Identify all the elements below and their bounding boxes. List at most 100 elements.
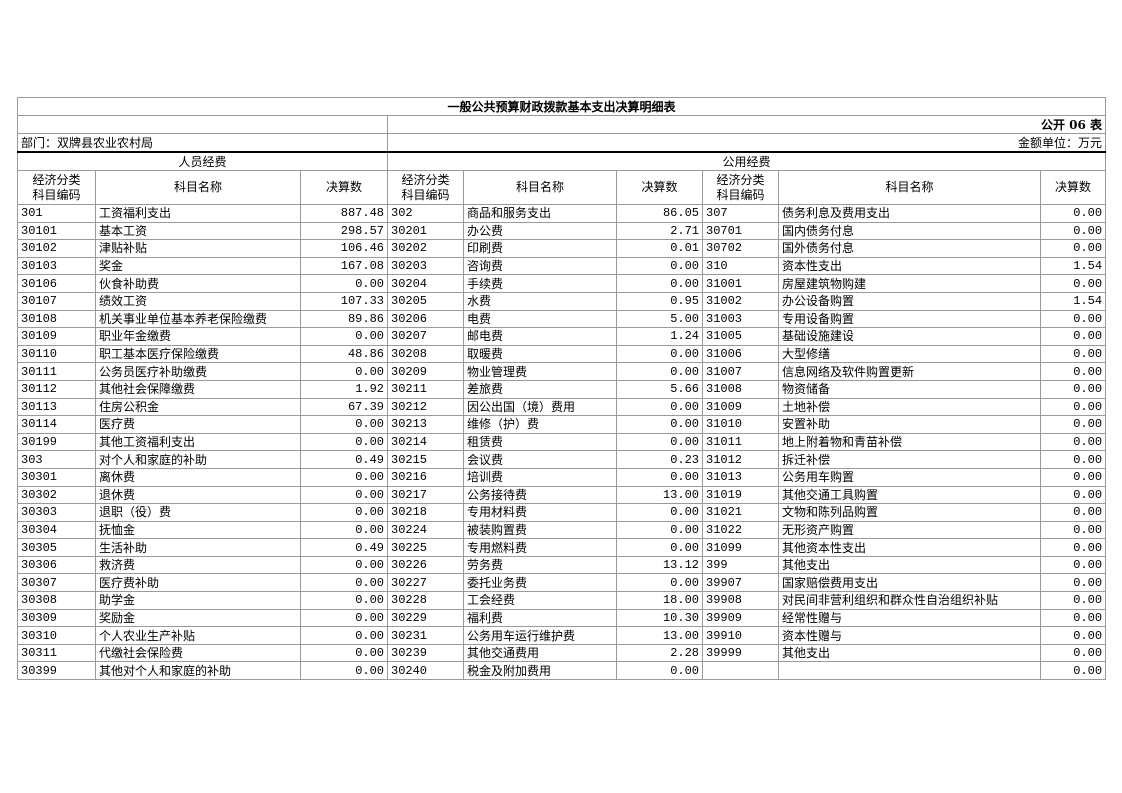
cell-code: 30216 xyxy=(387,467,464,487)
cell-amount: 0.00 xyxy=(1039,520,1107,540)
cell-code: 30702 xyxy=(702,239,779,258)
column-header-code-line1: 经济分类 xyxy=(32,172,81,187)
cell-name: 税金及附加费用 xyxy=(463,661,617,681)
cell-amount: 5.00 xyxy=(616,309,703,329)
cell-code: 30305 xyxy=(17,538,96,557)
table-row: 30101 基本工资 298.57 30201 办公费 2.71 30701 国内债务付息 0.… xyxy=(17,221,1107,241)
cell-name: 文物和陈列品购置 xyxy=(778,503,1041,522)
cell-amount: 5.66 xyxy=(616,379,703,399)
cell-code: 30309 xyxy=(17,608,96,628)
cell-amount: 18.00 xyxy=(616,591,703,610)
cell-amount: 0.00 xyxy=(300,362,388,381)
cell-code: 30229 xyxy=(387,608,464,628)
table-row: 30113 住房公积金 67.39 30212 因公出国（境）费用 0.00 31009 土地… xyxy=(17,397,1107,417)
cell-name: 伙食补助费 xyxy=(95,274,301,293)
table-row: 30110 职工基本医疗保险缴费 48.86 30208 取暖费 0.00 31006 大型修… xyxy=(17,344,1107,364)
cell-code: 39910 xyxy=(702,626,779,645)
cell-amount: 0.00 xyxy=(616,467,703,487)
cell-amount: 13.00 xyxy=(616,485,703,505)
cell-amount: 2.71 xyxy=(616,221,703,241)
table-row: 30107 绩效工资 107.33 30205 水费 0.95 31002 办公设备购置 1.5… xyxy=(17,291,1107,311)
cell-amount: 0.00 xyxy=(616,432,703,452)
cell-name: 退职（役）费 xyxy=(95,503,301,522)
cell-name: 商品和服务支出 xyxy=(463,204,617,223)
cell-amount: 0.00 xyxy=(1039,591,1107,610)
table-row: 30308 助学金 0.00 30228 工会经费 18.00 39908 对民间非营利组织和… xyxy=(17,591,1107,610)
cell-name: 抚恤金 xyxy=(95,520,301,540)
cell-amount: 0.00 xyxy=(300,643,388,663)
cell-name: 其他社会保障缴费 xyxy=(95,379,301,399)
cell-code: 31019 xyxy=(702,485,779,505)
cell-amount: 0.00 xyxy=(300,608,388,628)
cell-code: 30106 xyxy=(17,274,96,293)
cell-amount: 0.00 xyxy=(616,538,703,557)
cell-amount: 0.00 xyxy=(1039,239,1107,258)
cell-code: 30108 xyxy=(17,309,96,329)
cell-code: 30208 xyxy=(387,344,464,364)
cell-name: 培训费 xyxy=(463,467,617,487)
cell-amount: 0.00 xyxy=(300,661,388,681)
cell-amount: 107.33 xyxy=(300,291,388,311)
column-header-code-line2: 科目编码 xyxy=(32,187,81,202)
column-header-code: 经济分类 科目编码 xyxy=(702,170,779,205)
cell-amount: 0.00 xyxy=(616,503,703,522)
cell-name: 专用设备购置 xyxy=(778,309,1041,329)
cell-amount: 10.30 xyxy=(616,608,703,628)
cell-name: 专用材料费 xyxy=(463,503,617,522)
column-header-code: 经济分类 科目编码 xyxy=(17,170,96,205)
table-row: 30311 代缴社会保险费 0.00 30239 其他交通费用 2.28 39999 其他支出… xyxy=(17,643,1107,663)
cell-code: 30302 xyxy=(17,485,96,505)
table-row: 30309 奖励金 0.00 30229 福利费 10.30 39909 经常性赠与 0.00 xyxy=(17,608,1107,628)
cell-code: 30201 xyxy=(387,221,464,241)
cell-name: 委托业务费 xyxy=(463,573,617,593)
cell-code: 30303 xyxy=(17,503,96,522)
table-row: 30399 其他对个人和家庭的补助 0.00 30240 税金及附加费用 0.00 0.00 xyxy=(17,661,1107,681)
cell-name: 专用燃料费 xyxy=(463,538,617,557)
cell-amount: 0.00 xyxy=(1039,573,1107,593)
cell-code: 31099 xyxy=(702,538,779,557)
cell-code: 31010 xyxy=(702,415,779,434)
cell-amount: 0.00 xyxy=(300,274,388,293)
cell-code: 30103 xyxy=(17,256,96,276)
cell-name: 福利费 xyxy=(463,608,617,628)
cell-code: 30211 xyxy=(387,379,464,399)
table-row: 30103 奖金 167.08 30203 咨询费 0.00 310 资本性支出 1.54 xyxy=(17,256,1107,276)
cell-code: 30304 xyxy=(17,520,96,540)
cell-amount: 0.00 xyxy=(1039,608,1107,628)
cell-name: 其他支出 xyxy=(778,643,1041,663)
cell-name: 对民间非营利组织和群众性自治组织补贴 xyxy=(778,591,1041,610)
cell-code: 31012 xyxy=(702,450,779,469)
cell-code: 30701 xyxy=(702,221,779,241)
cell-name: 公务员医疗补助缴费 xyxy=(95,362,301,381)
table-row: 30302 退休费 0.00 30217 公务接待费 13.00 31019 其他交通工具购置… xyxy=(17,485,1107,505)
cell-code: 30214 xyxy=(387,432,464,452)
cell-code: 30399 xyxy=(17,661,96,681)
table-row: 30305 生活补助 0.49 30225 专用燃料费 0.00 31099 其他资本性支出 0… xyxy=(17,538,1107,557)
cell-name: 房屋建筑物购建 xyxy=(778,274,1041,293)
cell-name: 生活补助 xyxy=(95,538,301,557)
cell-code: 39909 xyxy=(702,608,779,628)
cell-name: 印刷费 xyxy=(463,239,617,258)
cell-code: 31003 xyxy=(702,309,779,329)
cell-code: 30231 xyxy=(387,626,464,645)
cell-amount: 0.00 xyxy=(616,274,703,293)
cell-name: 对个人和家庭的补助 xyxy=(95,450,301,469)
cell-name: 办公设备购置 xyxy=(778,291,1041,311)
cell-name: 经常性赠与 xyxy=(778,608,1041,628)
cell-code: 30202 xyxy=(387,239,464,258)
cell-amount: 0.00 xyxy=(1039,661,1107,681)
cell-code: 31006 xyxy=(702,344,779,364)
cell-name: 租赁费 xyxy=(463,432,617,452)
cell-name: 咨询费 xyxy=(463,256,617,276)
cell-code: 30227 xyxy=(387,573,464,593)
cell-code: 303 xyxy=(17,450,96,469)
cell-name: 手续费 xyxy=(463,274,617,293)
cell-name: 拆迁补偿 xyxy=(778,450,1041,469)
cell-code: 30112 xyxy=(17,379,96,399)
cell-name: 医疗费补助 xyxy=(95,573,301,593)
cell-amount: 1.24 xyxy=(616,327,703,346)
cell-name: 国家赔偿费用支出 xyxy=(778,573,1041,593)
cell-code: 30306 xyxy=(17,555,96,575)
cell-code: 30225 xyxy=(387,538,464,557)
cell-amount: 0.49 xyxy=(300,538,388,557)
